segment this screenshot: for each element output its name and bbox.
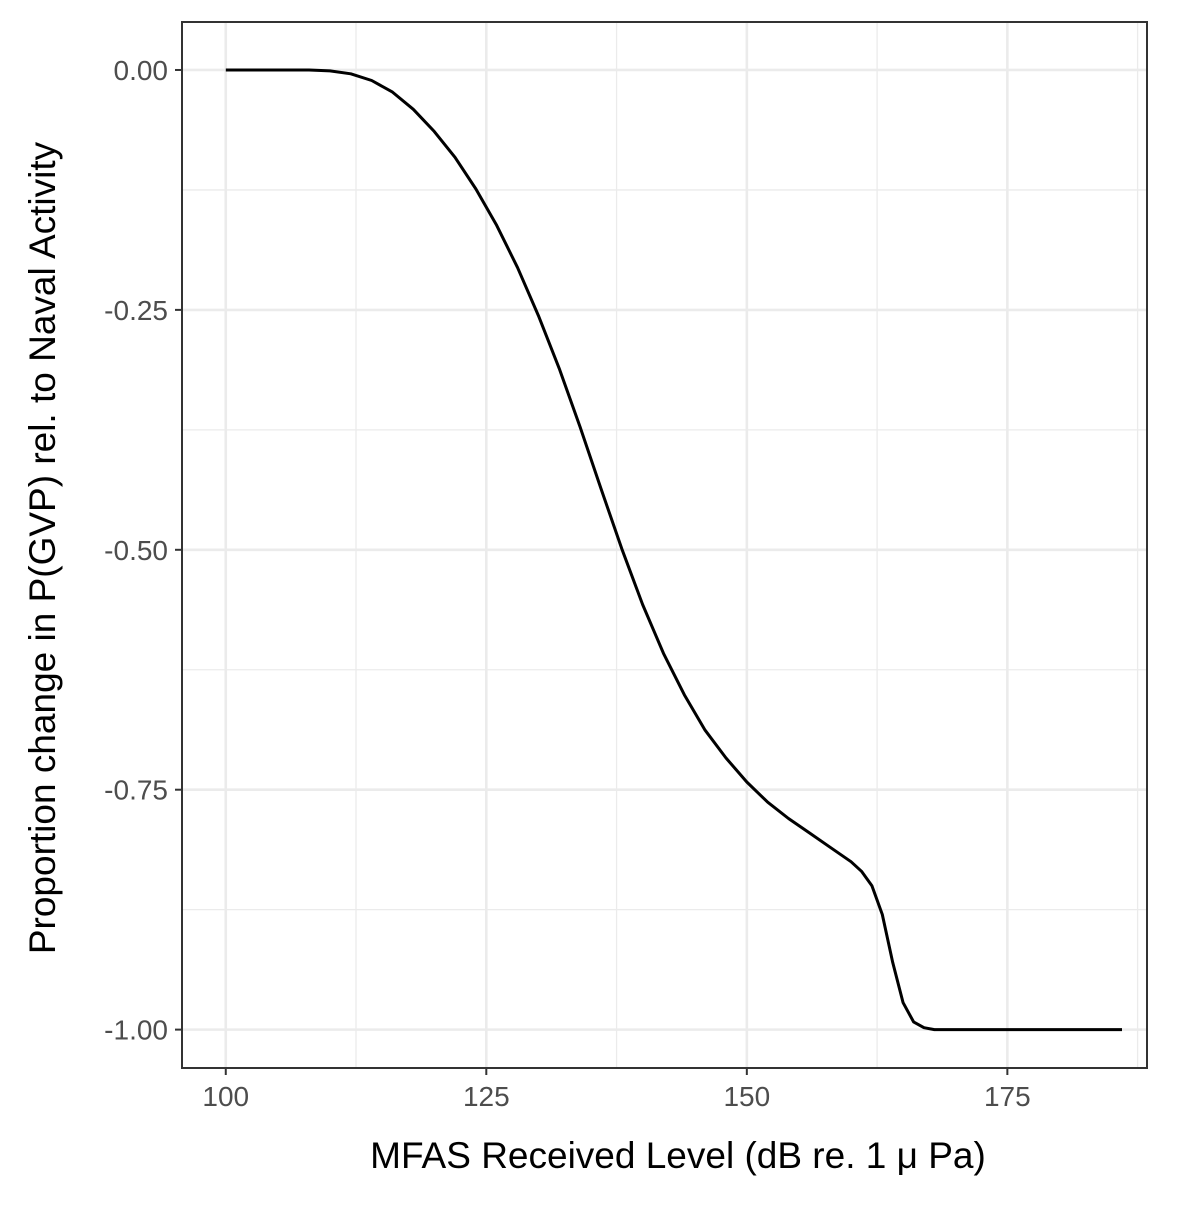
x-axis-title: MFAS Received Level (dB re. 1 μ Pa) bbox=[370, 1135, 986, 1176]
y-tick-label: 0.00 bbox=[114, 55, 169, 86]
x-tick-label: 125 bbox=[463, 1081, 510, 1112]
grid bbox=[182, 22, 1147, 1068]
y-tick-label: -0.75 bbox=[104, 775, 168, 806]
x-tick-label: 150 bbox=[723, 1081, 770, 1112]
axis-ticks: 100 125 150 175 0.00 -0.25 -0.50 -0.75 -1.00 bbox=[104, 55, 1031, 1112]
x-tick-label: 100 bbox=[202, 1081, 249, 1112]
y-axis-title: Proportion change in P(GVP) rel. to Nava… bbox=[22, 141, 63, 954]
y-tick-label: -0.50 bbox=[104, 535, 168, 566]
y-tick-label: -1.00 bbox=[104, 1015, 168, 1046]
series-line bbox=[225, 68, 1122, 1032]
x-tick-label: 175 bbox=[984, 1081, 1031, 1112]
panel-border bbox=[181, 21, 1148, 1069]
y-tick-label: -0.25 bbox=[104, 295, 168, 326]
series-layer bbox=[225, 68, 1122, 1032]
